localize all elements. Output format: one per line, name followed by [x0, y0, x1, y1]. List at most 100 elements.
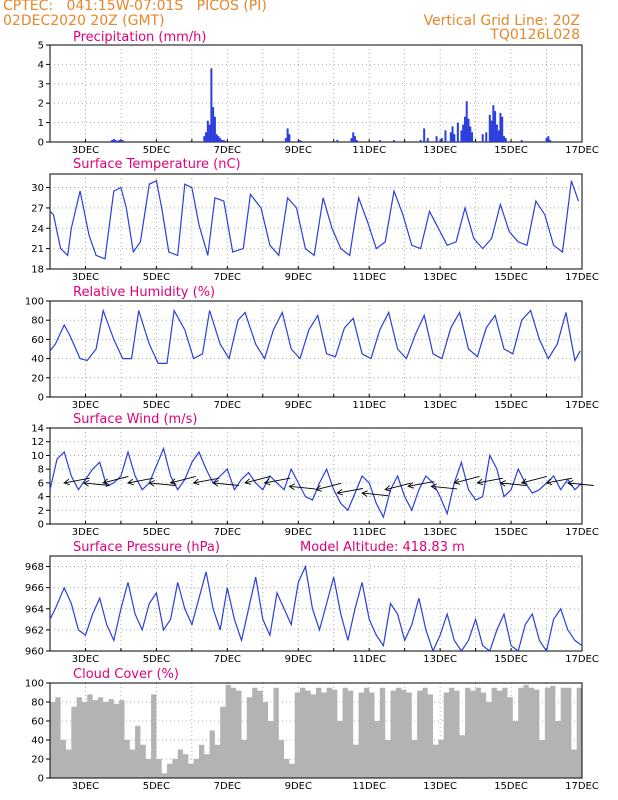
- precipitation-bar: [284, 138, 287, 142]
- precipitation-bar: [435, 136, 438, 142]
- precipitation-bar: [492, 105, 495, 142]
- x-tick-label: 11DEC: [352, 654, 386, 665]
- y-tick-label: 60: [31, 717, 44, 728]
- panel-title: Surface Pressure (hPa): [73, 540, 220, 555]
- y-tick-label: 6: [38, 478, 44, 489]
- x-tick-label: 13DEC: [423, 781, 457, 792]
- x-tick-label: 3DEC: [72, 272, 99, 283]
- y-tick-label: 968: [25, 562, 44, 573]
- x-tick-label: 15DEC: [494, 527, 528, 538]
- panel-frame: [49, 427, 583, 525]
- x-tick-label: 15DEC: [494, 400, 528, 411]
- precipitation-bar: [469, 126, 472, 142]
- x-tick-label: 5DEC: [143, 781, 170, 792]
- x-tick-label: 15DEC: [494, 272, 528, 283]
- precipitation-bar: [465, 101, 468, 142]
- precipitation-bar: [354, 136, 357, 142]
- panel-frame: [49, 44, 583, 143]
- precipitation-bar: [222, 140, 225, 142]
- x-tick-label: 7DEC: [214, 145, 241, 156]
- precipitation-bar: [378, 140, 381, 142]
- x-tick-label: 17DEC: [565, 781, 599, 792]
- y-tick-label: 80: [31, 316, 44, 327]
- y-tick-label: 21: [31, 244, 44, 255]
- y-tick-label: 20: [31, 373, 44, 384]
- x-tick-label: 7DEC: [214, 272, 241, 283]
- precipitation-bar: [224, 141, 227, 142]
- y-tick-label: 0: [38, 520, 44, 531]
- x-tick-label: 3DEC: [72, 654, 99, 665]
- precipitation-bar: [212, 107, 215, 142]
- panel-frame: [49, 682, 583, 779]
- precipitation-bar: [549, 140, 552, 142]
- precipitation-bar: [111, 140, 114, 142]
- precipitation-bar: [440, 138, 443, 142]
- y-tick-label: 2: [38, 506, 44, 517]
- panel-frame: [49, 300, 583, 398]
- y-tick-label: 14: [31, 424, 44, 435]
- precipitation-bar: [545, 138, 548, 142]
- y-tick-label: 24: [31, 224, 44, 235]
- precipitation-bar: [213, 116, 216, 142]
- y-tick-label: 10: [31, 451, 44, 462]
- precipitation-bar: [547, 136, 550, 142]
- precipitation-bar: [423, 128, 426, 142]
- precipitation-bar: [112, 139, 115, 142]
- x-tick-label: 17DEC: [565, 272, 599, 283]
- x-tick-label: 9DEC: [285, 400, 312, 411]
- x-tick-label: 11DEC: [352, 400, 386, 411]
- precipitation-bar: [460, 130, 463, 142]
- precipitation-bar: [462, 124, 465, 142]
- precipitation-bar: [504, 138, 507, 142]
- precipitation-bar: [453, 134, 456, 142]
- panel-title: Surface Temperature (nC): [73, 157, 241, 172]
- precipitation-bar: [219, 138, 222, 142]
- precipitation-bar: [217, 136, 220, 142]
- precipitation-bar: [488, 114, 491, 142]
- x-tick-label: 5DEC: [143, 400, 170, 411]
- panel-title: Surface Wind (m/s): [73, 412, 197, 427]
- precipitation-bar: [208, 124, 211, 142]
- y-tick-label: 100: [25, 297, 44, 308]
- y-tick-label: 1: [38, 118, 44, 129]
- precipitation-bar: [286, 128, 289, 142]
- y-tick-label: 60: [31, 335, 44, 346]
- panel-title: Relative Humidity (%): [73, 285, 215, 300]
- precipitation-bar: [495, 124, 498, 142]
- x-tick-label: 13DEC: [423, 654, 457, 665]
- x-tick-label: 3DEC: [72, 145, 99, 156]
- precipitation-bar: [121, 140, 124, 142]
- x-tick-label: 15DEC: [494, 145, 528, 156]
- y-tick-label: 4: [38, 60, 44, 71]
- product-code-label: TQ0126L028: [490, 27, 580, 43]
- y-tick-label: 40: [31, 354, 44, 365]
- y-tick-label: 3: [38, 79, 44, 90]
- y-tick-label: 0: [38, 393, 44, 404]
- precipitation-bar: [499, 112, 502, 142]
- x-tick-label: 9DEC: [285, 527, 312, 538]
- model-altitude-label: Model Altitude: 418.83 m: [300, 540, 465, 555]
- y-tick-label: 966: [25, 583, 44, 594]
- series-line: [49, 179, 580, 260]
- precipitation-bar: [350, 138, 353, 142]
- precipitation-bar: [494, 110, 497, 142]
- y-tick-label: 40: [31, 736, 44, 747]
- x-tick-label: 11DEC: [352, 272, 386, 283]
- precipitation-bar: [485, 132, 488, 142]
- series-line: [49, 446, 583, 519]
- x-tick-label: 3DEC: [72, 527, 99, 538]
- y-tick-label: 960: [25, 647, 44, 658]
- x-tick-label: 3DEC: [72, 400, 99, 411]
- x-tick-label: 17DEC: [565, 527, 599, 538]
- precipitation-bar: [451, 126, 454, 142]
- y-tick-label: 30: [31, 183, 44, 194]
- precipitation-bar: [444, 130, 447, 142]
- x-tick-label: 17DEC: [565, 145, 599, 156]
- precipitation-bar: [119, 141, 122, 142]
- y-tick-label: 0: [38, 774, 44, 785]
- y-tick-label: 2: [38, 99, 44, 110]
- y-tick-label: 27: [31, 203, 44, 214]
- precipitation-bar: [463, 116, 466, 142]
- y-tick-label: 80: [31, 698, 44, 709]
